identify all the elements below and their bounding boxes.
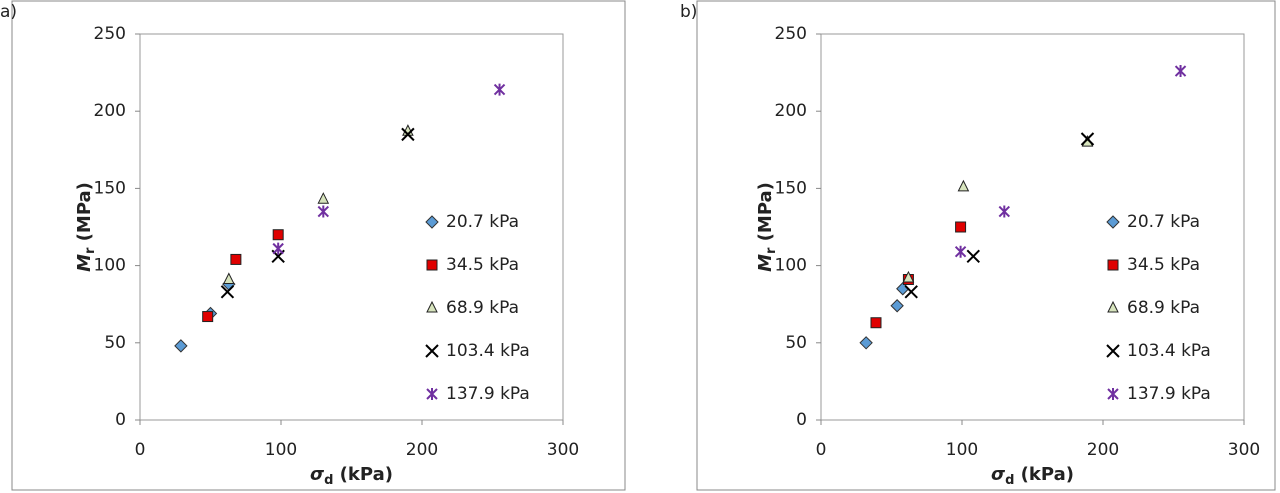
y-tick-label: 150 [94,178,126,198]
marker [904,285,918,299]
x-tick-label: 0 [135,440,146,460]
marker [1174,65,1187,78]
x-tick-label: 300 [1228,440,1260,460]
marker [955,221,967,233]
legend-label: 103.4 kPa [1127,341,1211,361]
y-axis-label: Mr (MPa) [755,182,779,272]
marker [859,336,873,350]
y-tick-label: 50 [785,333,807,353]
legend-label: 137.9 kPa [1127,384,1211,404]
marker [401,127,415,142]
axis-symbol: σ [991,464,1006,485]
axis-unit: (MPa) [755,182,776,248]
y-tick-label: 100 [94,256,126,276]
legend-marker [426,388,438,400]
marker [317,205,330,218]
y-axis-label: Mr (MPa) [74,182,98,272]
marker [957,179,970,192]
x-tick-label: 100 [946,440,978,460]
legend-marker [1107,388,1119,400]
legend-label: 34.5 kPa [1127,255,1200,275]
legend-marker [425,344,439,358]
legend-label: 34.5 kPa [446,255,519,275]
axis-subscript: r [764,247,779,254]
marker [870,317,882,329]
plot-area [820,33,1245,421]
x-tick-label: 200 [1087,440,1119,460]
y-tick-label: 0 [115,410,126,430]
y-tick-label: 100 [775,256,807,276]
axis-subscript: d [1005,473,1014,488]
marker [890,299,904,313]
legend-label: 103.4 kPa [446,341,530,361]
x-axis-label: σd (kPa) [991,464,1074,488]
x-tick-label: 0 [816,440,827,460]
axis-subscript: d [324,473,333,488]
chart-frame [11,0,626,491]
marker [272,242,284,255]
axis-unit: (MPa) [74,182,95,248]
legend-label: 68.9 kPa [1127,298,1200,318]
marker [1080,132,1095,146]
marker [317,192,330,204]
plot-area [139,33,564,421]
axis-symbol: M [74,254,95,272]
marker [220,285,235,299]
marker [902,270,915,283]
legend-marker [1106,344,1120,358]
marker [202,311,214,323]
legend-marker [1106,215,1120,229]
legend-marker [1107,259,1119,271]
legend-marker [426,300,438,313]
axis-subscript: r [83,247,98,254]
x-tick-label: 100 [265,440,297,460]
y-tick-label: 250 [775,24,807,44]
axis-symbol: M [755,254,776,272]
axis-symbol: σ [310,464,325,485]
marker [998,205,1011,218]
marker [174,339,188,353]
y-tick-label: 200 [775,101,807,121]
marker [230,253,242,265]
y-tick-label: 200 [94,101,126,121]
y-tick-label: 50 [104,333,126,353]
legend-label: 68.9 kPa [446,298,519,318]
legend-marker [1107,300,1119,313]
panel-label: a) [0,2,17,22]
y-tick-label: 0 [796,410,807,430]
marker [272,229,284,241]
legend-label: 20.7 kPa [446,212,519,232]
marker [966,249,980,264]
marker [954,245,967,258]
marker [223,272,235,284]
chart-frame [696,0,1276,491]
legend-label: 137.9 kPa [446,384,530,404]
x-tick-label: 200 [406,440,438,460]
legend-marker [425,215,439,229]
marker [493,83,506,96]
axis-unit: (kPa) [1014,464,1074,485]
legend-label: 20.7 kPa [1127,212,1200,232]
y-tick-label: 250 [94,24,126,44]
legend-marker [426,259,438,271]
y-tick-label: 150 [775,178,807,198]
axis-unit: (kPa) [333,464,393,485]
panel-label: b) [680,2,697,22]
x-tick-label: 300 [547,440,579,460]
x-axis-label: σd (kPa) [310,464,393,488]
